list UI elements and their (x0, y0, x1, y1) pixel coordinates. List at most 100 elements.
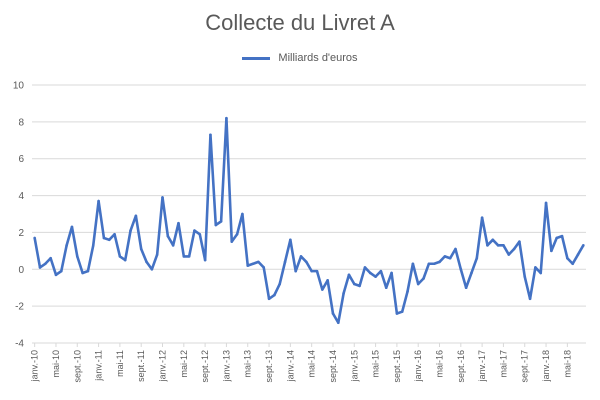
data-point (486, 244, 489, 247)
x-tick-label: mai-16 (435, 350, 445, 378)
data-point (75, 255, 79, 258)
data-point (342, 291, 345, 295)
legend-label: Milliards d'euros (278, 52, 358, 64)
data-point (193, 229, 196, 232)
y-axis-ticks: -4 -2 0 2 4 6 8 10 (13, 81, 25, 350)
y-tick-label: 0 (18, 265, 24, 276)
data-point (555, 236, 559, 240)
y-tick-label: 8 (18, 117, 24, 128)
data-point (368, 271, 372, 275)
data-point (422, 277, 425, 280)
x-tick-label: janv.-12 (158, 350, 168, 382)
data-point (283, 260, 287, 264)
data-point (113, 232, 116, 236)
legend: Milliards d'euros (0, 52, 600, 64)
data-point (416, 282, 420, 286)
data-point (70, 225, 74, 229)
x-tick-label: mai-12 (179, 350, 189, 378)
data-point (129, 229, 132, 232)
x-tick-label: mai-18 (562, 350, 572, 378)
data-point (166, 234, 170, 238)
x-tick-label: mai-15 (371, 350, 381, 378)
data-point (97, 199, 100, 203)
data-point (566, 256, 569, 260)
x-tick-label: sept.-12 (200, 350, 210, 383)
data-point (33, 236, 36, 240)
data-point (278, 282, 282, 286)
data-point (299, 255, 303, 258)
x-tick-label: janv.-10 (30, 350, 40, 382)
data-point (496, 244, 500, 247)
x-tick-label: sept.-14 (328, 350, 338, 383)
chart-title: Collecte du Livret A (205, 10, 395, 35)
data-point (438, 260, 441, 264)
x-tick-label: mai-10 (51, 350, 61, 378)
data-point (523, 275, 527, 278)
data-point (246, 264, 250, 267)
data-point (209, 133, 212, 137)
y-tick-label: -2 (15, 302, 24, 313)
data-point (305, 260, 308, 264)
data-point (480, 216, 484, 219)
data-point (59, 269, 63, 273)
data-point (582, 244, 585, 247)
data-point (507, 253, 511, 256)
x-tick-label: mai-11 (115, 350, 125, 377)
data-point (203, 258, 207, 262)
x-tick-label: janv.-17 (477, 350, 487, 382)
data-point (470, 271, 473, 275)
x-tick-label: mai-14 (307, 350, 317, 378)
data-point (390, 271, 393, 275)
data-point (310, 269, 313, 273)
data-point (81, 271, 84, 275)
x-tick-label: mai-13 (243, 350, 253, 378)
data-point (571, 262, 574, 266)
data-point (294, 269, 297, 273)
data-point (400, 310, 404, 313)
data-point (358, 284, 361, 288)
data-point (177, 221, 180, 225)
data-points (33, 116, 585, 325)
y-tick-label: 10 (13, 81, 25, 92)
data-point (38, 266, 42, 269)
data-point (395, 312, 399, 315)
data-point (502, 244, 505, 247)
data-point (225, 116, 228, 120)
data-point (155, 253, 159, 256)
data-point (315, 269, 319, 273)
data-point (257, 260, 260, 264)
data-point (44, 262, 47, 266)
data-point (198, 232, 202, 236)
data-point (86, 269, 90, 273)
data-point (123, 258, 127, 262)
data-point (427, 262, 431, 266)
legend-swatch (242, 56, 271, 60)
data-point (65, 244, 68, 247)
x-tick-label: janv.-11 (94, 350, 104, 382)
x-tick-label: sept.-11 (136, 350, 146, 382)
data-point (326, 279, 329, 282)
data-point (464, 286, 468, 290)
data-point (454, 247, 457, 251)
data-point (150, 267, 154, 271)
data-point (518, 240, 521, 243)
data-point (187, 255, 191, 258)
x-tick-label: sept.-10 (72, 350, 82, 383)
data-point (235, 232, 239, 236)
data-point (443, 255, 447, 258)
data-point (230, 240, 234, 243)
data-point (54, 273, 58, 277)
data-point (331, 312, 335, 315)
x-tick-label: sept.-16 (456, 350, 466, 383)
data-point (384, 286, 388, 290)
data-point (336, 321, 340, 325)
data-point (352, 282, 356, 286)
x-tick-label: sept.-13 (264, 350, 274, 383)
x-tick-label: janv.-16 (413, 350, 423, 382)
y-tick-label: 6 (18, 154, 24, 165)
data-point (550, 249, 553, 253)
data-point (544, 201, 548, 205)
data-point (363, 266, 367, 269)
x-tick-label: mai-17 (498, 350, 508, 378)
